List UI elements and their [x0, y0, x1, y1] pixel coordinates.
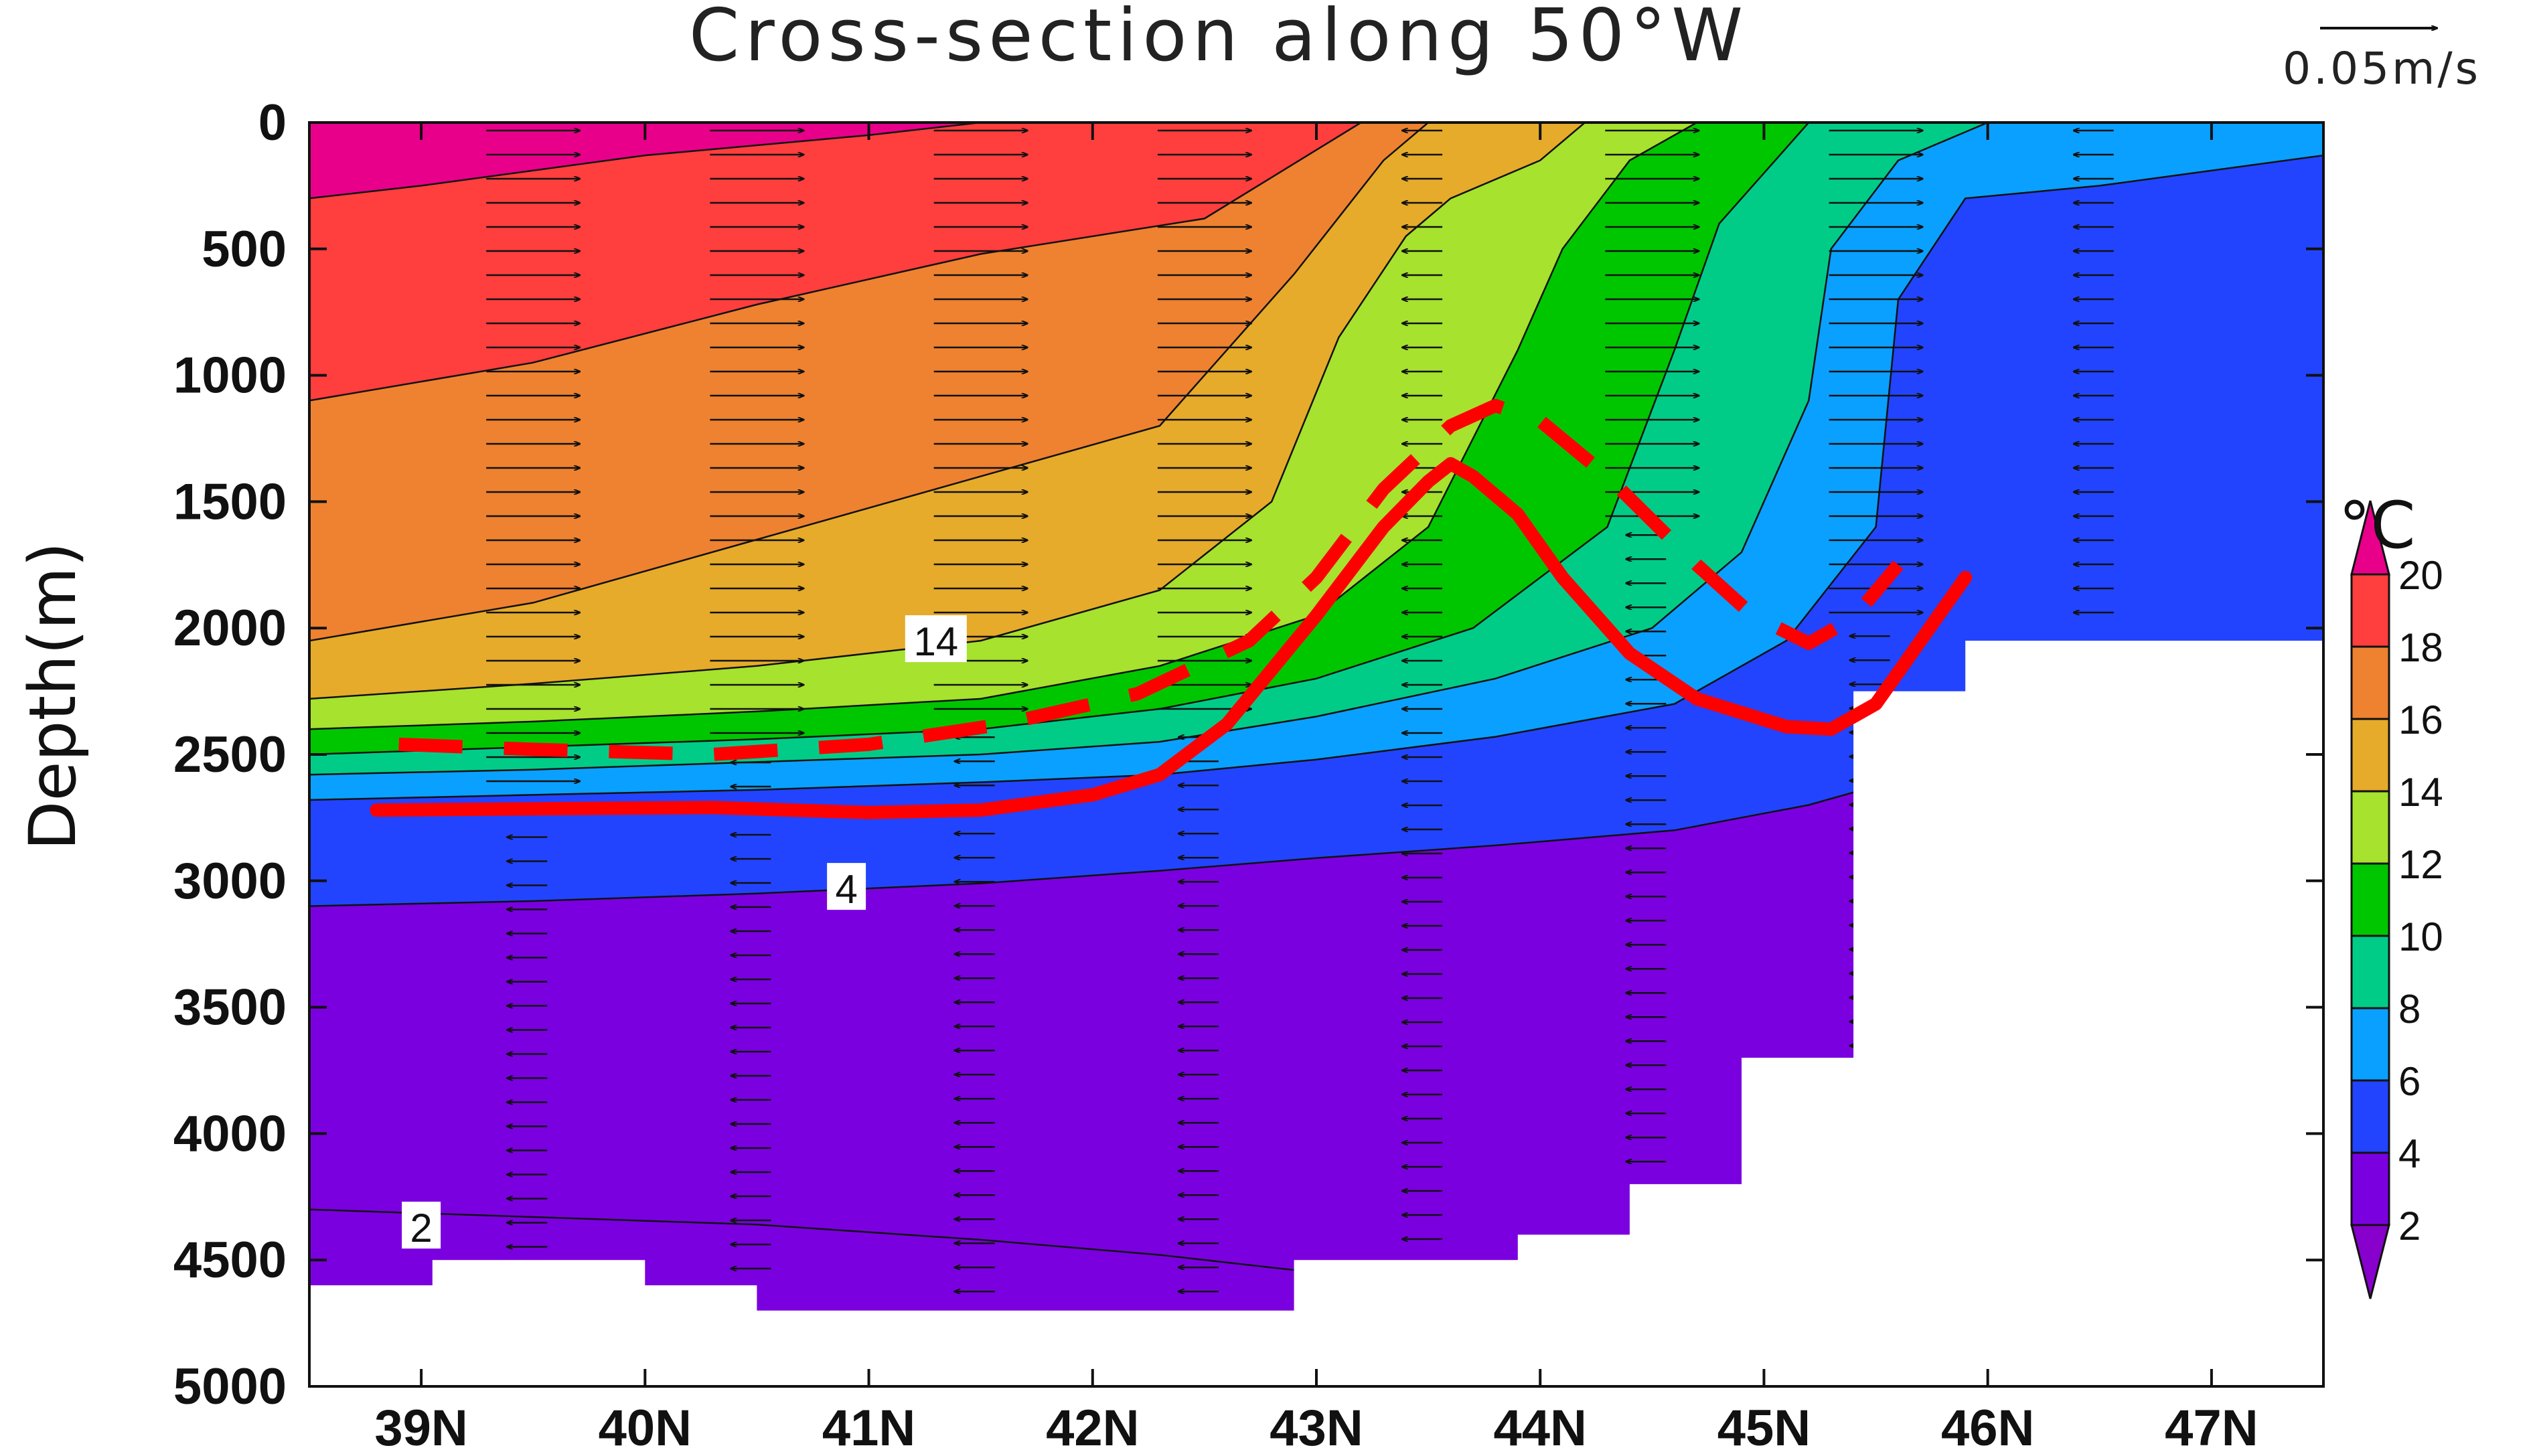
- svg-text:2: 2: [410, 1206, 432, 1250]
- colorbar-label: 6: [2398, 1059, 2421, 1104]
- colorbar-label: 10: [2398, 914, 2443, 959]
- y-tick-label: 500: [202, 221, 287, 278]
- colorbar-label: 4: [2398, 1131, 2421, 1176]
- x-tick-label: 46N: [1941, 1400, 2034, 1456]
- y-axis: 0 500 1000 1500 2000 2500 3000 3500 4000 4500 5000: [173, 94, 2323, 1415]
- colorbar-swatch: [2350, 573, 2390, 648]
- y-tick-label: 2000: [173, 600, 287, 657]
- y-tick-label: 4500: [173, 1232, 287, 1289]
- x-tick-label: 40N: [599, 1400, 692, 1456]
- chart-title: Cross-section along 50°W: [689, 0, 1748, 78]
- isotherm-line: [309, 123, 1429, 642]
- colorbar-bottom-triangle: [2350, 1224, 2390, 1299]
- seafloor-mask: [309, 641, 2323, 1386]
- isotherm-line: [309, 1208, 1294, 1271]
- isotherm-label: 4: [827, 863, 866, 912]
- colorbar-swatch: [2350, 1007, 2390, 1082]
- colorbar-swatch: [2350, 718, 2390, 793]
- plot-area: 14 4 2: [309, 123, 2323, 1386]
- svg-text:4: 4: [835, 867, 857, 912]
- y-tick-label: 3500: [173, 979, 287, 1036]
- velocity-reference-label: 0.05m/s: [2283, 43, 2481, 94]
- red-dashed-curve: [398, 398, 1904, 761]
- colorbar: 2 4 6 8 10 12 14 16 18 20°C: [2338, 488, 2443, 1299]
- x-tick-label: 41N: [822, 1400, 915, 1456]
- x-tick-label: 42N: [1046, 1400, 1139, 1456]
- colorbar-label: 2: [2398, 1204, 2421, 1248]
- isotherm-labels: 14 4 2: [402, 615, 967, 1250]
- red-solid-curve: [370, 457, 1973, 819]
- red-curves: [370, 398, 1973, 819]
- x-tick-label: 45N: [1717, 1400, 1811, 1456]
- isotherm-label: 14: [905, 615, 967, 664]
- colorbar-label: 8: [2398, 987, 2421, 1032]
- velocity-reference: 0.05m/s: [2283, 28, 2481, 94]
- colorbar-unit: °C: [2338, 488, 2415, 563]
- isotherm-line: [309, 123, 1810, 756]
- colorbar-swatch: [2350, 862, 2390, 937]
- svg-text:14: 14: [913, 619, 958, 664]
- colorbar-label: 14: [2398, 770, 2443, 815]
- x-tick-label: 44N: [1494, 1400, 1587, 1456]
- x-tick-label: 39N: [374, 1400, 467, 1456]
- isotherm-line: [309, 123, 1586, 700]
- x-tick-label: 43N: [1270, 1400, 1363, 1456]
- colorbar-swatch: [2350, 790, 2390, 865]
- isotherm-line: [309, 154, 2323, 801]
- velocity-arrows: [486, 131, 2114, 1291]
- colorbar-label: 16: [2398, 698, 2443, 742]
- isotherm-label: 2: [402, 1202, 441, 1250]
- isotherm-line: [309, 123, 981, 199]
- colorbar-swatch: [2350, 1079, 2390, 1154]
- x-axis: 39N 40N 41N 42N 43N 44N 45N 46N 47N: [374, 123, 2258, 1456]
- y-tick-label: 1500: [173, 473, 287, 530]
- colorbar-label: 18: [2398, 625, 2443, 670]
- colorbar-swatch: [2350, 645, 2390, 720]
- colorbar-label: 12: [2398, 842, 2443, 887]
- y-tick-label: 5000: [173, 1358, 287, 1415]
- y-tick-label: 2500: [173, 726, 287, 783]
- y-tick-label: 0: [258, 94, 287, 151]
- colorbar-swatch: [2350, 935, 2390, 1009]
- y-axis-label: Depth(m): [15, 542, 90, 851]
- y-tick-label: 1000: [173, 347, 287, 404]
- y-tick-label: 3000: [173, 853, 287, 910]
- colorbar-swatch: [2350, 1151, 2390, 1226]
- y-tick-label: 4000: [173, 1105, 287, 1162]
- x-tick-label: 47N: [2165, 1400, 2258, 1456]
- colorbar-label: 20: [2398, 553, 2443, 598]
